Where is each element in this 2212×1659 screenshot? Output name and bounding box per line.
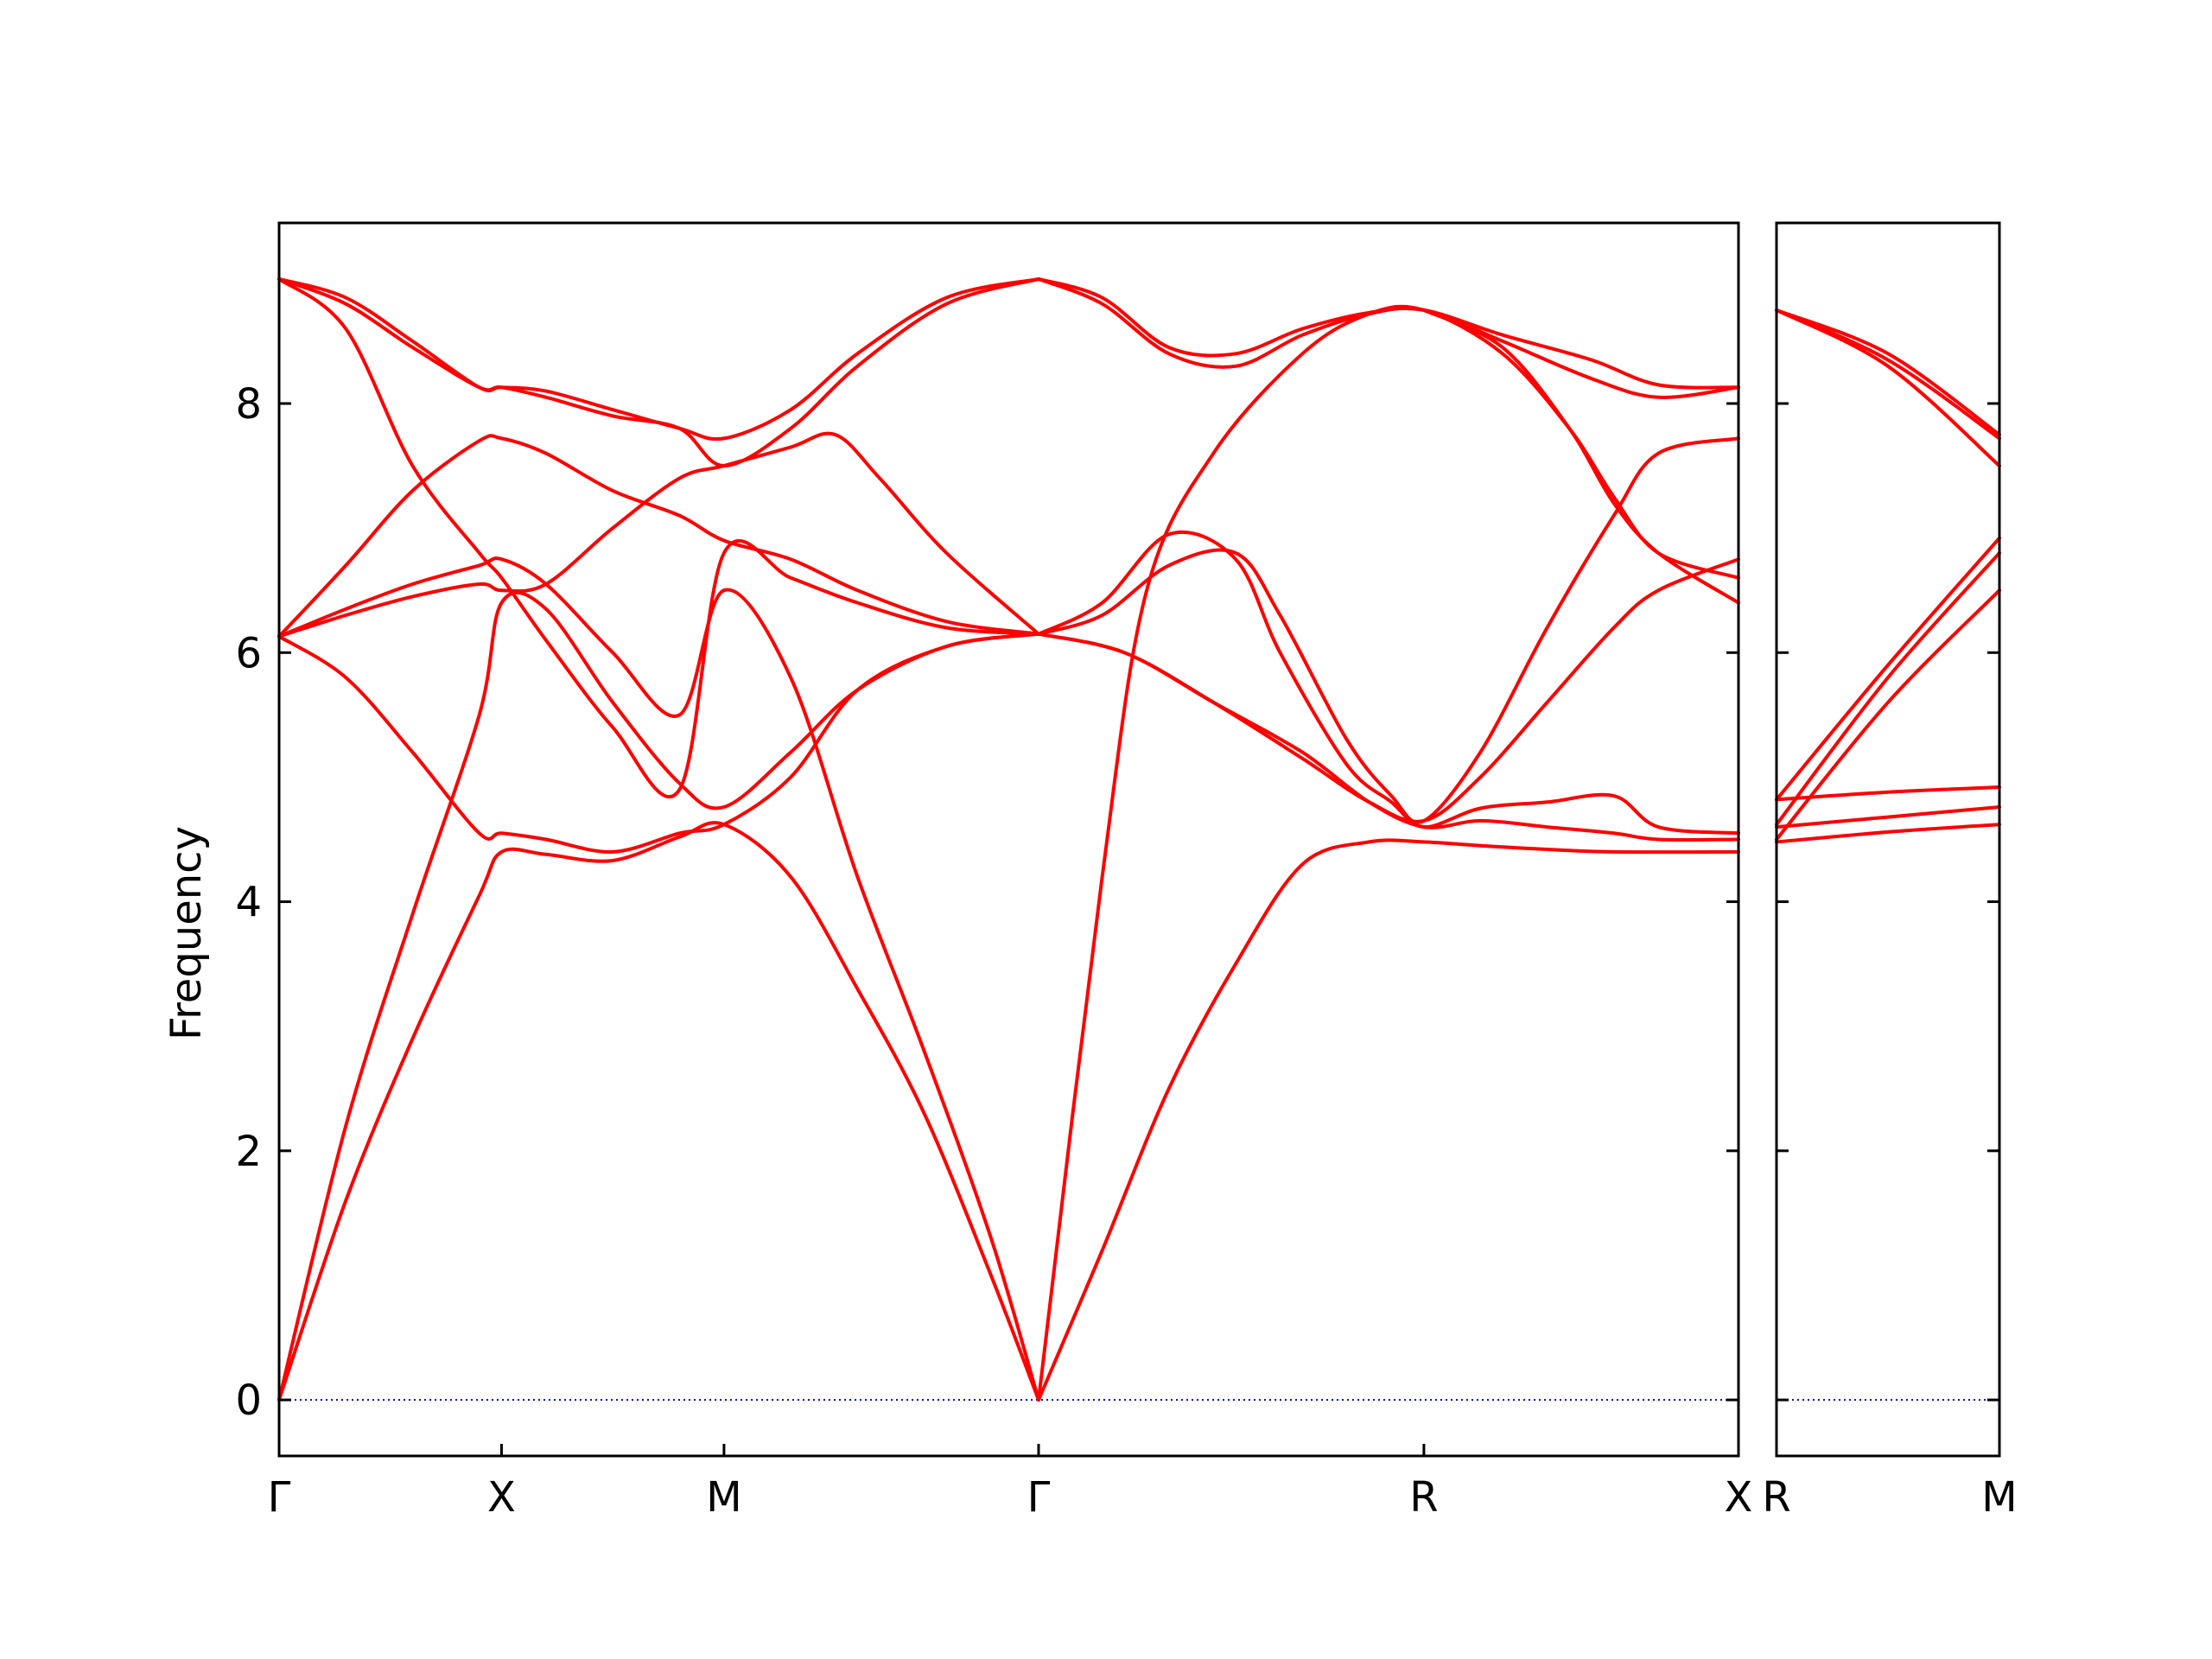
main-xtick-label: Γ: [268, 1473, 291, 1522]
main-xtick-label: Γ: [1027, 1473, 1051, 1522]
main-band-5: [277, 556, 1040, 1402]
main-band-4: [277, 431, 1040, 639]
main-band-18: [1421, 308, 1740, 605]
right-band-5: [1775, 551, 2001, 827]
right-xtick-label: M: [1981, 1473, 2017, 1522]
main-frame: [277, 221, 1740, 1458]
right-band-3: [1775, 785, 2001, 802]
main-band-7: [277, 276, 1040, 799]
right-frame: [1775, 221, 2001, 1458]
right-band-2: [1775, 805, 2001, 830]
main-band-16: [1037, 304, 1740, 1402]
main-band-8: [277, 276, 1040, 468]
main-band-17: [1037, 838, 1740, 1402]
main-xtick-label: M: [706, 1473, 741, 1522]
ytick-label: 4: [235, 879, 262, 927]
y-axis-label: Frequency: [162, 826, 211, 1040]
right-band-9: [1775, 308, 2001, 436]
main-band-15: [1037, 557, 1740, 823]
ytick-label: 6: [235, 629, 262, 677]
main-band-1: [277, 821, 1040, 1402]
ytick-label: 0: [235, 1376, 262, 1425]
main-band-13: [1037, 530, 1740, 836]
main-band-9: [277, 276, 1040, 442]
main-xtick-label: X: [1725, 1473, 1753, 1522]
main-band-12: [1037, 436, 1740, 824]
right-band-6: [1775, 536, 2001, 802]
main-band-2: [277, 590, 1040, 1402]
main-band-3: [277, 632, 1040, 854]
main-xtick-label: R: [1409, 1473, 1438, 1522]
ytick-label: 2: [235, 1128, 262, 1176]
ytick-label: 8: [235, 380, 262, 429]
right-band-4: [1775, 588, 2001, 842]
main-xtick-label: X: [487, 1473, 516, 1522]
right-band-8: [1775, 308, 2001, 441]
right-xtick-label: R: [1762, 1473, 1790, 1522]
right-band-1: [1775, 823, 2001, 844]
main-panel: Γ X M Γ R X 0 2 4 6 8: [235, 221, 1753, 1522]
main-band-6: [277, 434, 1040, 639]
